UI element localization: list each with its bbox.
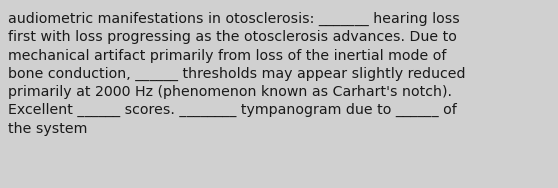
Text: audiometric manifestations in otosclerosis: _______ hearing loss
first with loss: audiometric manifestations in otoscleros…: [8, 12, 465, 136]
